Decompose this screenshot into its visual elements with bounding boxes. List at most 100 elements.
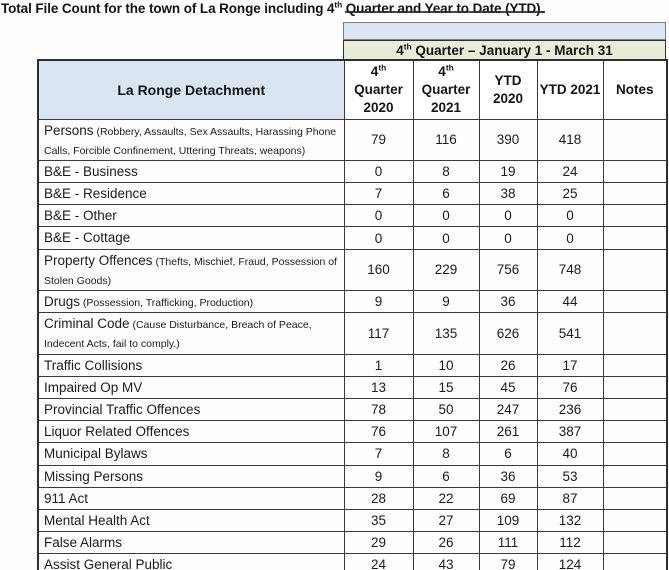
value-cell: 26: [412, 531, 480, 555]
table-row: Impaired Op MV 13 15 45 76: [37, 375, 668, 399]
value-cell: 6: [412, 182, 480, 206]
value-cell: 261: [478, 420, 538, 444]
value-cell: 78: [343, 397, 414, 422]
value-cell: 117: [343, 312, 414, 355]
value-cell: 0: [536, 226, 604, 250]
value-cell: 24: [536, 159, 604, 184]
value-cell: 116: [412, 118, 480, 161]
notes-cell: [602, 553, 668, 570]
value-cell: 19: [478, 159, 538, 184]
value-cell: 132: [536, 508, 604, 533]
document-title-prefix: Total File Count for the town of La Rong…: [1, 0, 343, 16]
table-row: Provincial Traffic Offences 78 50 247 236: [37, 397, 668, 422]
row-label: Traffic Collisions: [37, 353, 345, 377]
value-cell: 44: [536, 289, 604, 314]
value-cell: 35: [343, 508, 414, 533]
value-cell: 9: [343, 464, 414, 488]
value-cell: 7: [343, 182, 414, 206]
value-cell: 6: [478, 442, 538, 466]
document-title-struck-text: Quarter and Year to Date (YTD).: [345, 1, 545, 16]
value-cell: 756: [478, 248, 538, 292]
notes-cell: [602, 442, 668, 466]
table-row: Property Offences (Thefts, Mischief, Fra…: [37, 248, 668, 292]
value-cell: 69: [478, 486, 538, 510]
notes-cell: [602, 397, 668, 422]
value-cell: 0: [343, 159, 414, 184]
row-label: Liquor Related Offences: [37, 420, 345, 444]
table-row: Criminal Code (Cause Disturbance, Breach…: [37, 312, 668, 355]
value-cell: 87: [536, 486, 604, 510]
row-label-detail: (Possession, Trafficking, Production): [80, 297, 254, 309]
table-row: Traffic Collisions 1 10 26 17: [37, 353, 668, 377]
value-cell: 6: [412, 464, 480, 488]
value-cell: 0: [478, 204, 538, 228]
value-cell: 0: [412, 204, 480, 228]
value-cell: 135: [412, 312, 480, 355]
quarter-period-banner-label: 4th Quarter – January 1 - March 31: [396, 41, 613, 58]
notes-cell: [602, 420, 668, 444]
notes-cell: [602, 508, 668, 533]
value-cell: 9: [343, 289, 414, 314]
table-row: 911 Act 28 22 69 87: [37, 486, 668, 510]
value-cell: 28: [343, 486, 414, 510]
row-label: Assist General Public: [37, 553, 345, 570]
value-cell: 160: [343, 248, 414, 292]
notes-cell: [602, 375, 668, 399]
value-cell: 22: [412, 486, 480, 510]
table-row: B&E - Residence 7 6 38 25: [37, 182, 668, 206]
row-label: False Alarms: [37, 531, 345, 555]
notes-cell: [602, 226, 668, 250]
row-label: Mental Health Act: [37, 508, 345, 533]
detachment-header-cell: La Ronge Detachment: [37, 59, 345, 120]
quarter-section-top-bar: [343, 22, 666, 40]
table-row: Drugs (Possession, Trafficking, Producti…: [37, 289, 668, 314]
row-label: B&E - Residence: [37, 182, 345, 206]
column-header-4: Notes: [602, 59, 668, 120]
value-cell: 50: [412, 397, 480, 422]
value-cell: 0: [536, 204, 604, 228]
value-cell: 112: [536, 531, 604, 555]
notes-cell: [602, 312, 668, 355]
row-label: Missing Persons: [37, 464, 345, 488]
value-cell: 36: [478, 464, 538, 488]
column-header-0: 4th Quarter 2020: [343, 59, 414, 120]
value-cell: 8: [412, 159, 480, 184]
notes-cell: [602, 118, 668, 161]
value-cell: 17: [536, 353, 604, 377]
quarter-period-banner: 4th Quarter – January 1 - March 31: [343, 40, 666, 60]
column-header-3: YTD 2021: [536, 59, 604, 120]
value-cell: 247: [478, 397, 538, 422]
value-cell: 13: [343, 375, 414, 399]
value-cell: 53: [536, 464, 604, 488]
notes-cell: [602, 486, 668, 510]
value-cell: 236: [536, 397, 604, 422]
file-count-table: La Ronge Detachment 4th Quarter 2020 4th …: [37, 59, 668, 570]
value-cell: 27: [412, 508, 480, 533]
row-label: B&E - Cottage: [37, 226, 345, 250]
value-cell: 390: [478, 118, 538, 161]
value-cell: 25: [536, 182, 604, 206]
value-cell: 79: [343, 118, 414, 161]
row-label: Persons (Robbery, Assaults, Sex Assaults…: [37, 118, 345, 161]
table-row: Missing Persons 9 6 36 53: [37, 464, 668, 488]
value-cell: 0: [412, 226, 480, 250]
column-header-row: La Ronge Detachment 4th Quarter 2020 4th …: [37, 59, 668, 120]
table-row: Persons (Robbery, Assaults, Sex Assaults…: [37, 118, 668, 161]
value-cell: 748: [536, 248, 604, 292]
value-cell: 38: [478, 182, 538, 206]
column-header-1: 4th Quarter 2021: [412, 59, 480, 120]
table-row: False Alarms 29 26 111 112: [37, 531, 668, 555]
row-label: Provincial Traffic Offences: [37, 397, 345, 422]
value-cell: 124: [536, 553, 604, 570]
value-cell: 45: [478, 375, 538, 399]
value-cell: 0: [343, 204, 414, 228]
table-row: Assist General Public 24 43 79 124: [37, 553, 668, 570]
value-cell: 15: [412, 375, 480, 399]
value-cell: 1: [343, 353, 414, 377]
value-cell: 29: [343, 531, 414, 555]
row-label: Impaired Op MV: [37, 375, 345, 399]
value-cell: 229: [412, 248, 480, 292]
value-cell: 10: [412, 353, 480, 377]
document-title: Total File Count for the town of La Rong…: [1, 0, 545, 16]
value-cell: 0: [343, 226, 414, 250]
